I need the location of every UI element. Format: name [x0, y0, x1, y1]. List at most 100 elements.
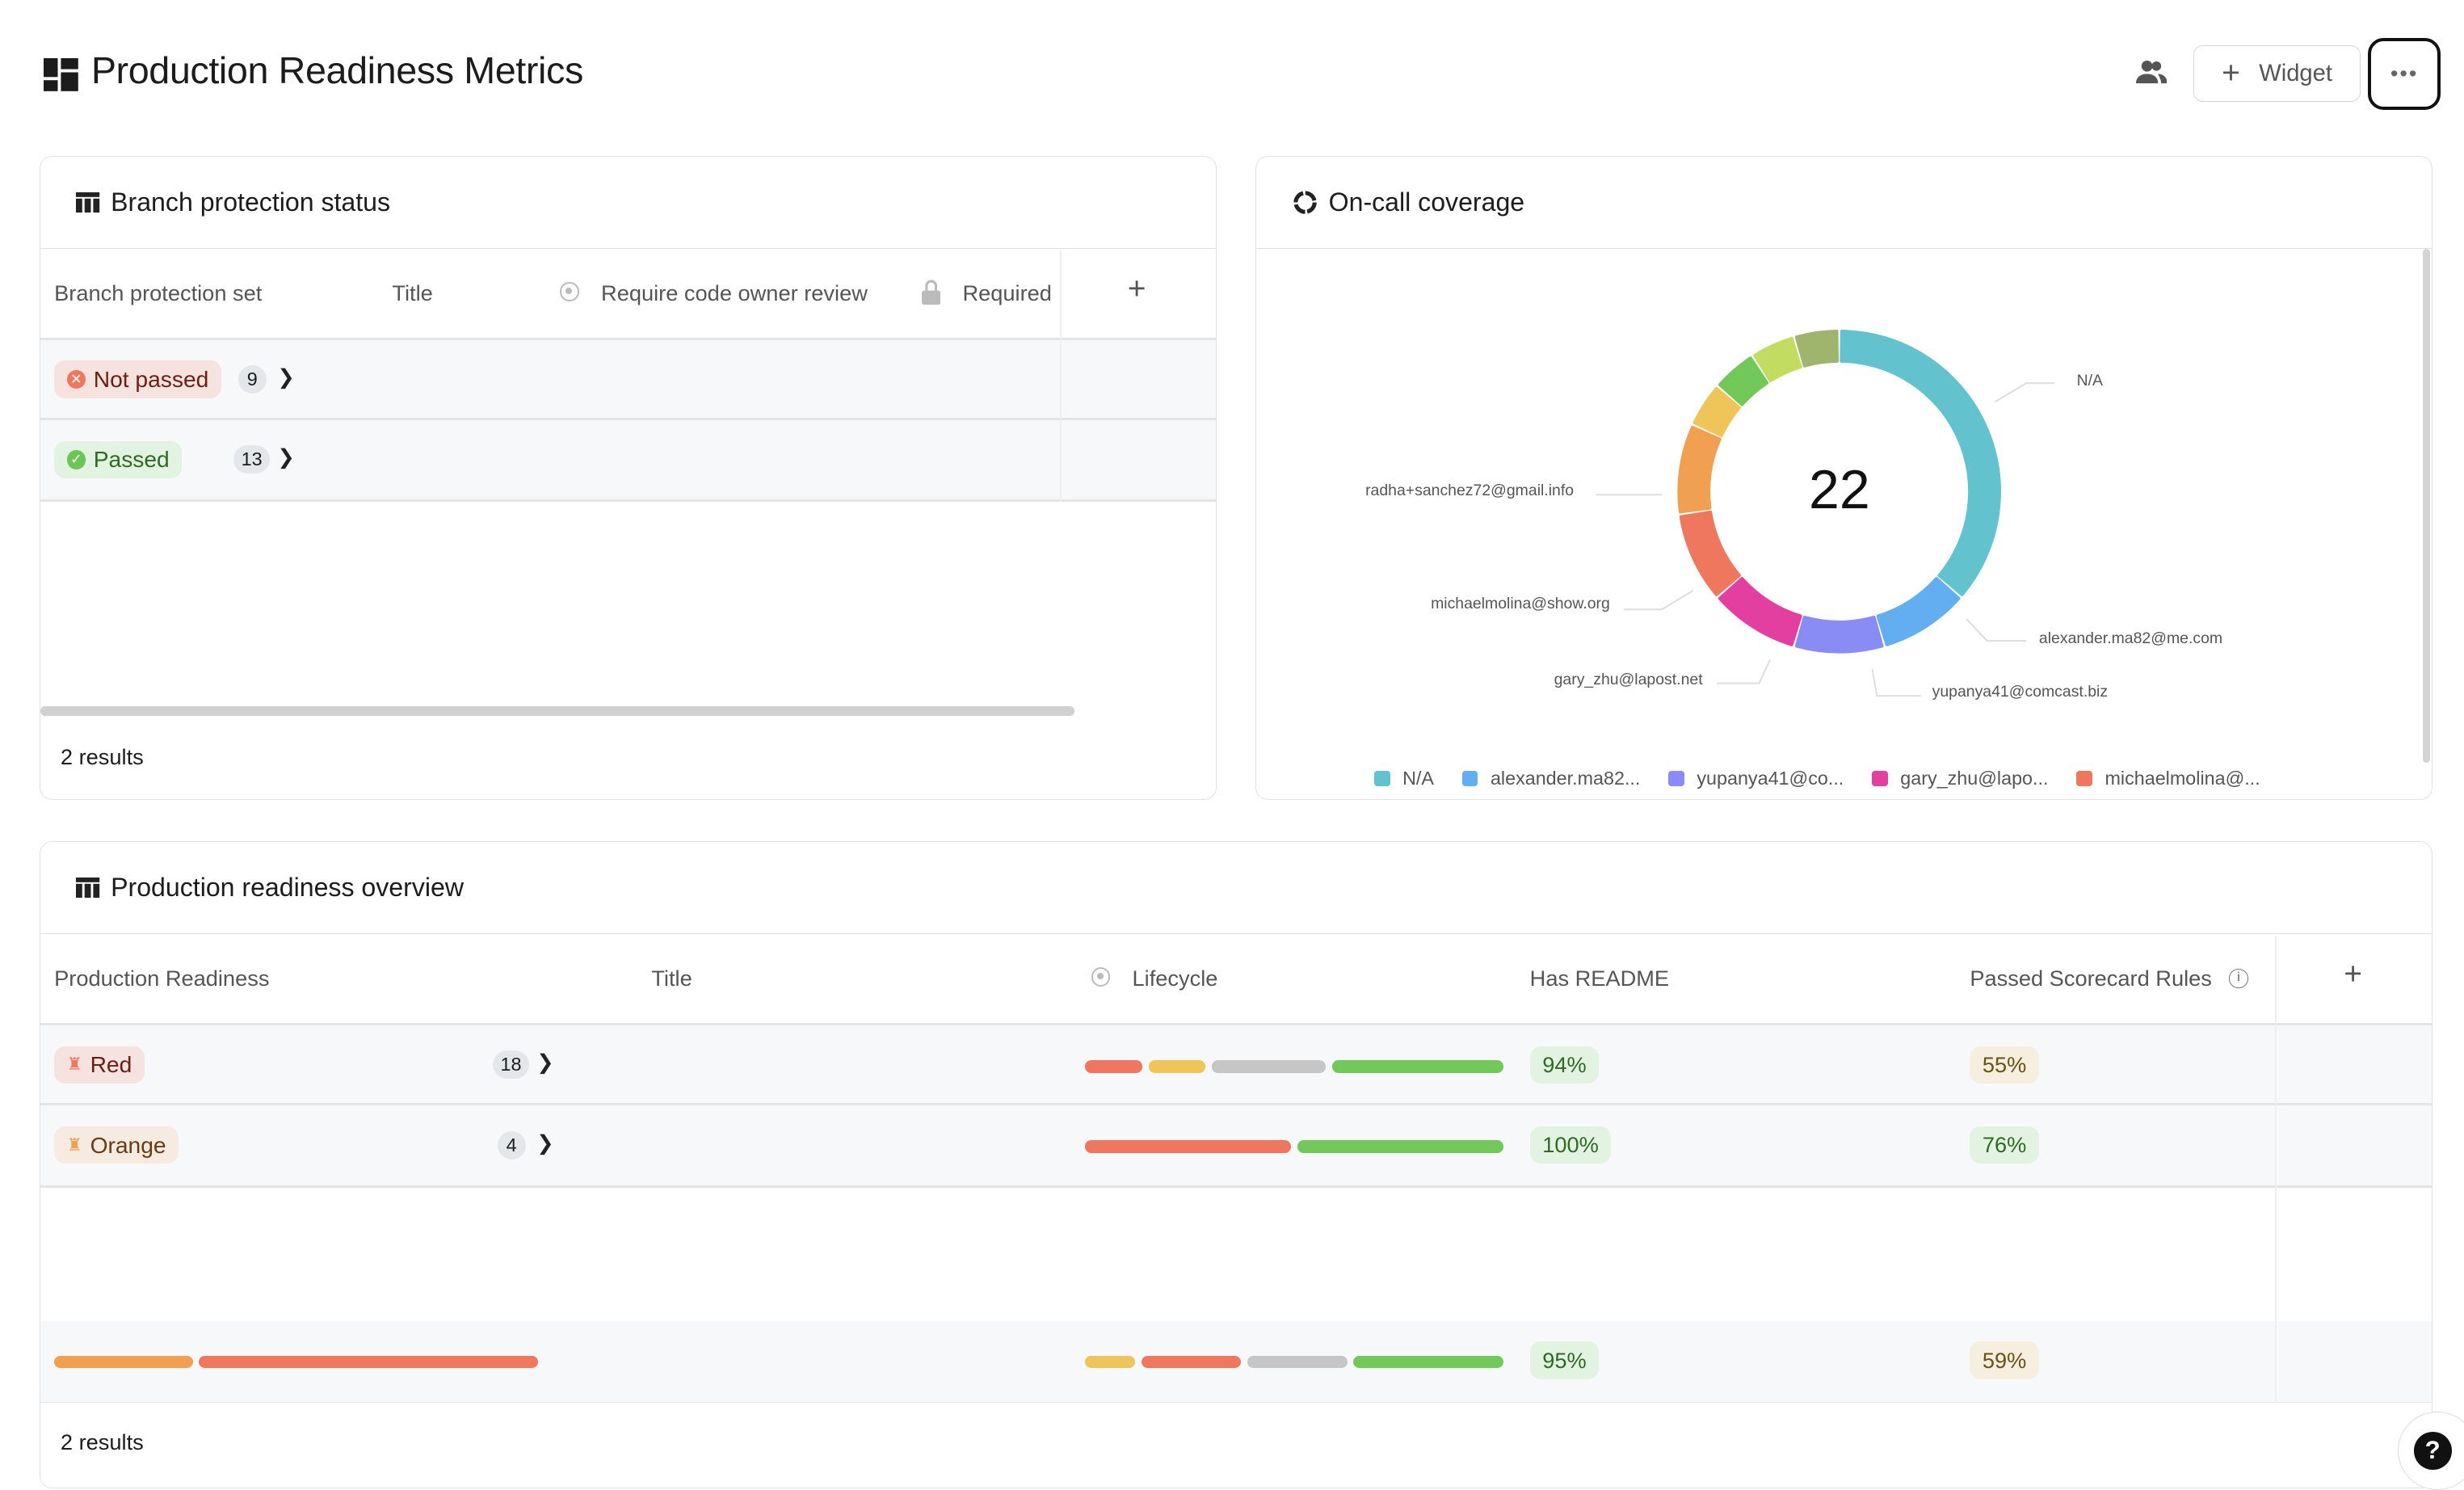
column-divider — [1060, 250, 1062, 503]
card-title: On-call coverage — [1328, 187, 1525, 217]
bar-segment — [54, 1355, 193, 1369]
add-column-button[interactable]: + — [1127, 271, 1146, 306]
lock-icon — [921, 280, 941, 305]
bar-segment — [1297, 1140, 1503, 1153]
column-header[interactable]: Title — [651, 966, 692, 991]
add-column-button[interactable]: + — [2344, 956, 2362, 991]
donut-slice[interactable] — [1876, 576, 1961, 646]
legend-swatch — [1374, 771, 1390, 787]
status-label: Passed — [93, 446, 170, 473]
readiness-label: Red — [90, 1051, 132, 1078]
card-title: Production readiness overview — [111, 873, 464, 903]
callout-line — [1717, 659, 1772, 684]
column-header[interactable]: Require code owner review — [601, 280, 868, 306]
legend-label: N/A — [1402, 768, 1434, 789]
donut-slice[interactable] — [1692, 386, 1742, 437]
horizontal-scrollbar[interactable] — [40, 706, 1074, 717]
slice-label: michaelmolina@show.org — [1431, 595, 1610, 613]
donut-slice[interactable] — [1840, 329, 2002, 596]
donut-slice[interactable] — [1680, 510, 1742, 596]
help-icon: ? — [2413, 1432, 2452, 1470]
donut-slice[interactable] — [1795, 615, 1884, 654]
bar-segment — [199, 1355, 539, 1369]
radio-icon — [1091, 967, 1111, 987]
scorecard-percent: 55% — [1970, 1046, 2039, 1084]
donut-slice[interactable] — [1753, 336, 1802, 382]
chevron-right-icon[interactable]: ❯ — [536, 1131, 554, 1155]
chevron-right-icon[interactable]: ❯ — [277, 366, 295, 389]
legend-label: michaelmolina@... — [2104, 768, 2260, 789]
donut-chart — [1596, 329, 2055, 697]
add-widget-button[interactable]: + Widget — [2193, 45, 2361, 103]
column-header[interactable]: Required — [962, 280, 1052, 306]
legend-item[interactable]: gary_zhu@lapo... — [1872, 768, 2048, 789]
legend-item[interactable]: N/A — [1374, 768, 1434, 789]
donut-slice[interactable] — [1718, 356, 1769, 406]
donut-slice[interactable] — [1718, 576, 1802, 646]
column-header[interactable]: Has README — [1529, 966, 1670, 991]
bar-segment — [1085, 1140, 1291, 1153]
dashboard-icon — [44, 57, 79, 91]
donut-chart-icon — [1293, 191, 1317, 214]
readme-percent: 94% — [1529, 1046, 1600, 1084]
results-count: 2 results — [60, 1429, 144, 1455]
help-button[interactable]: ? — [2398, 1411, 2464, 1490]
card-header: On-call coverage — [1256, 157, 2432, 250]
chart-legend: N/A alexander.ma82... yupanya41@co... ga… — [1374, 768, 2260, 789]
count-badge: 4 — [497, 1130, 526, 1160]
status-badge-not-passed: ✕ Not passed — [54, 360, 221, 399]
donut-slice[interactable] — [1677, 425, 1722, 513]
column-header[interactable]: Title — [392, 280, 433, 306]
column-header[interactable]: Lifecycle — [1132, 966, 1218, 991]
oncall-coverage-card: On-call coverage 22 N/A alexander.ma82@m… — [1255, 155, 2433, 801]
readme-percent: 100% — [1529, 1126, 1612, 1164]
readiness-badge-orange: ♜ Orange — [54, 1126, 179, 1164]
legend-item[interactable]: michaelmolina@... — [2076, 768, 2260, 789]
callout-line — [1624, 589, 1694, 610]
scorecard-summary: 59% — [1970, 1341, 2039, 1379]
chevron-right-icon[interactable]: ❯ — [277, 446, 295, 469]
bar-segment — [1085, 1060, 1142, 1073]
callout-line — [1994, 381, 2055, 402]
plus-icon: + — [2222, 56, 2240, 91]
card-header: Production readiness overview — [40, 842, 2432, 935]
callout-line — [1871, 668, 1922, 697]
column-header[interactable]: Production Readiness — [54, 966, 270, 991]
branch-protection-card: Branch protection status Branch protecti… — [39, 155, 1217, 801]
column-divider — [2274, 936, 2277, 1404]
results-count: 2 results — [60, 744, 144, 770]
check-circle-icon: ✓ — [66, 450, 86, 469]
legend-label: gary_zhu@lapo... — [1900, 768, 2049, 789]
more-options-button[interactable]: ••• — [2368, 37, 2441, 111]
column-header[interactable]: Branch protection set — [54, 280, 263, 306]
table-row[interactable] — [40, 340, 1216, 421]
callout-line — [1966, 617, 2027, 642]
readme-summary: 95% — [1529, 1341, 1600, 1379]
readiness-badge-red: ♜ Red — [54, 1046, 145, 1084]
count-badge: 18 — [492, 1050, 530, 1080]
slice-label: N/A — [2076, 372, 2103, 390]
readiness-summary-bar — [54, 1355, 539, 1369]
legend-swatch — [1461, 771, 1478, 787]
card-header: Branch protection status — [40, 157, 1216, 250]
column-header[interactable]: Passed Scorecard Rules — [1970, 966, 2212, 991]
users-icon[interactable] — [2135, 60, 2168, 85]
trophy-icon: ♜ — [66, 1054, 82, 1075]
donut-slice[interactable] — [1795, 329, 1840, 368]
page-title: Production Readiness Metrics — [90, 49, 583, 92]
lifecycle-bar — [1085, 1060, 1503, 1073]
bar-segment — [1148, 1060, 1206, 1073]
legend-swatch — [2076, 771, 2092, 787]
bar-segment — [1141, 1355, 1242, 1369]
table-row[interactable] — [40, 420, 1216, 503]
info-icon[interactable]: i — [2229, 969, 2248, 988]
table-header — [40, 934, 2432, 1026]
legend-item[interactable]: alexander.ma82... — [1461, 768, 1640, 789]
chevron-right-icon[interactable]: ❯ — [536, 1051, 554, 1075]
count-badge: 13 — [233, 445, 271, 474]
x-circle-icon: ✕ — [66, 370, 86, 389]
vertical-scrollbar[interactable] — [2422, 249, 2431, 764]
slice-label: alexander.ma82@me.com — [2038, 629, 2223, 648]
legend-item[interactable]: yupanya41@co... — [1668, 768, 1844, 789]
bar-segment — [1247, 1355, 1348, 1369]
